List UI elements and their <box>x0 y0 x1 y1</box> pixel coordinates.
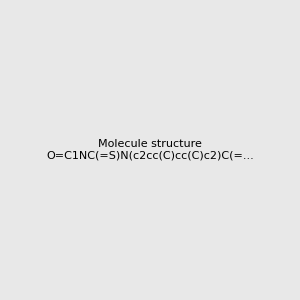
Text: Molecule structure
O=C1NC(=S)N(c2cc(C)cc(C)c2)C(=...: Molecule structure O=C1NC(=S)N(c2cc(C)cc… <box>46 139 254 161</box>
